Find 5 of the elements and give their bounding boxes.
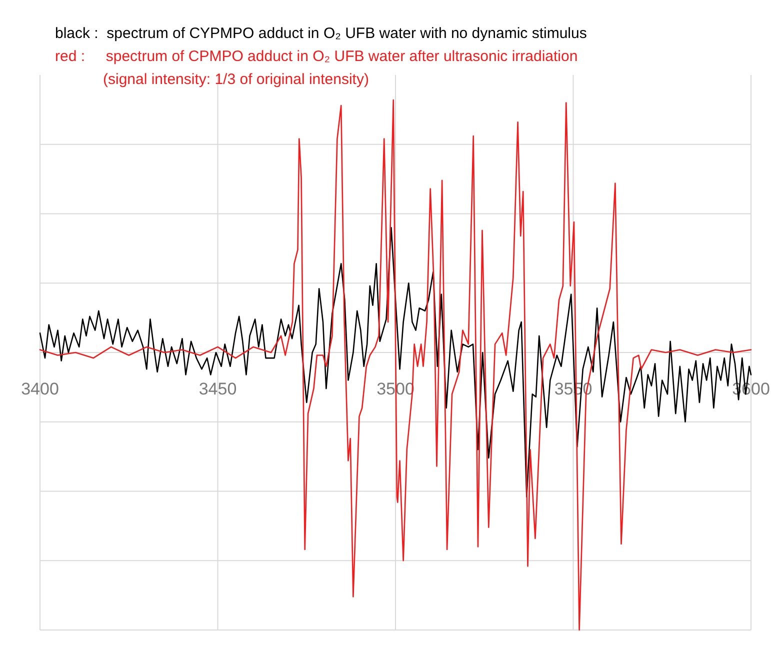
text: red : spectrum of CPMPO adduct in O₂ UFB water after ultrasonic irradiation	[55, 48, 578, 65]
x-tick-label: 3400	[21, 380, 59, 398]
text: black : spectrum of CYPMPO adduct in O₂ UFB water with no dynamic stimulus	[55, 25, 587, 42]
text: (signal intensity: 1/3 of original intensity)	[103, 71, 369, 88]
x-tick-label: 3450	[198, 380, 237, 398]
